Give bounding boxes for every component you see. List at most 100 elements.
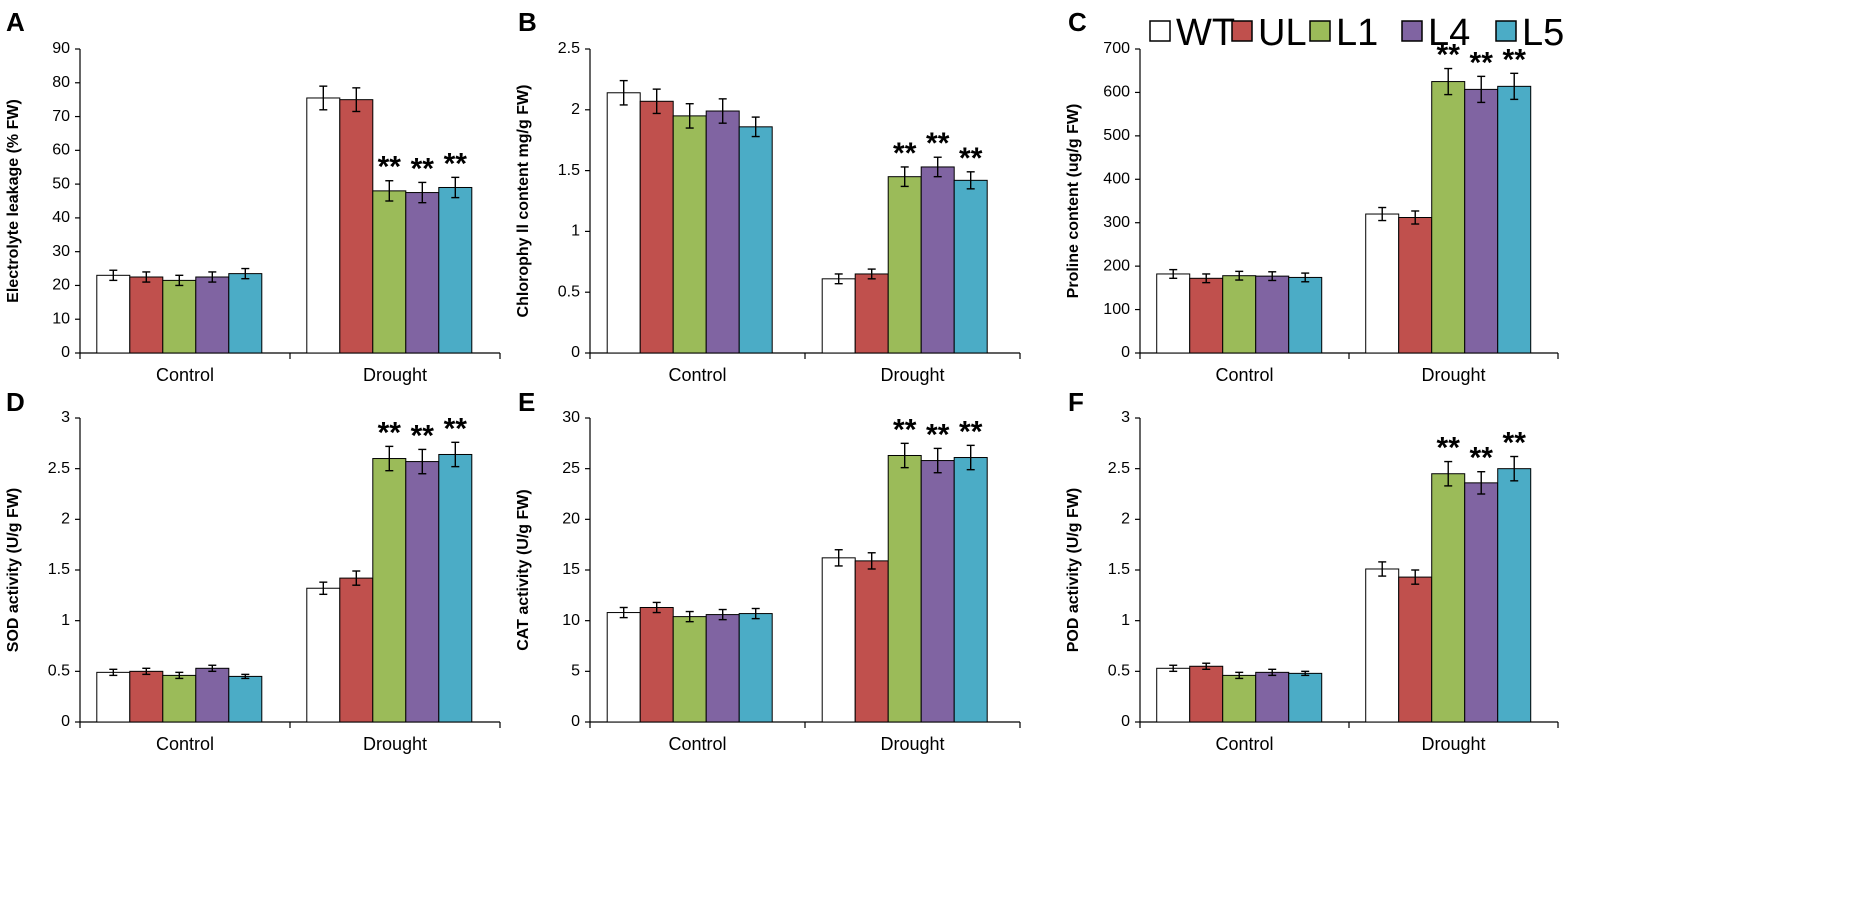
y-tick-label: 3 xyxy=(61,409,70,426)
bar-l4-drought xyxy=(1464,482,1499,723)
bar-l1-drought xyxy=(372,190,407,354)
y-tick-label: 60 xyxy=(52,142,70,159)
x-category-label: Drought xyxy=(880,734,944,754)
bar-l1-control xyxy=(672,616,707,723)
y-tick-label: 0.5 xyxy=(558,283,580,300)
significance-mark: ** xyxy=(411,419,435,452)
bar-wt-control xyxy=(96,274,131,354)
y-tick-label: 0 xyxy=(1121,344,1130,361)
bar-wt-control xyxy=(96,671,131,723)
legend-label-l4: L4 xyxy=(1428,12,1470,54)
bar-ul-control xyxy=(129,670,164,723)
bar-l5-control xyxy=(1288,672,1323,723)
y-tick-label: 20 xyxy=(52,277,70,294)
legend-swatch-l1 xyxy=(1309,20,1331,42)
y-tick-label: 500 xyxy=(1103,127,1130,144)
bar-l4-drought xyxy=(920,166,955,354)
chart-panel-c: C Proline content (ug/g FW) 0 100 200 300 400 5… xyxy=(1065,7,1559,385)
x-category-label: Drought xyxy=(363,734,427,754)
x-category-label: Control xyxy=(668,734,726,754)
significance-mark: ** xyxy=(926,418,950,451)
y-tick-label: 1 xyxy=(571,223,580,240)
bar-ul-drought xyxy=(1398,217,1433,354)
bar-ul-control xyxy=(639,100,674,354)
bar-l1-control xyxy=(162,279,197,354)
bar-l5-control xyxy=(228,675,263,723)
panel-letter: F xyxy=(1068,387,1084,417)
panel-letter: E xyxy=(518,387,535,417)
significance-mark: ** xyxy=(1437,432,1461,465)
y-tick-label: 10 xyxy=(52,310,70,327)
bar-wt-control xyxy=(606,612,641,723)
legend: WT UL L1 L4 L5 xyxy=(1149,12,1564,54)
y-tick-label: 100 xyxy=(1103,301,1130,318)
significance-mark: ** xyxy=(1470,442,1494,475)
y-axis-title: Proline content (ug/g FW) xyxy=(1065,104,1082,299)
significance-mark: ** xyxy=(1503,427,1527,460)
bar-l5-drought xyxy=(1497,85,1532,354)
bar-l1-drought xyxy=(887,454,922,723)
bar-l5-control xyxy=(738,126,773,354)
bar-l1-drought xyxy=(1431,473,1466,723)
x-category-label: Drought xyxy=(363,365,427,385)
bar-l1-control xyxy=(672,115,707,354)
y-tick-label: 1 xyxy=(1121,612,1130,629)
bar-l5-drought xyxy=(953,179,988,354)
legend-label-l1: L1 xyxy=(1336,12,1378,54)
significance-mark: ** xyxy=(1470,46,1494,79)
y-tick-label: 30 xyxy=(52,243,70,260)
bar-l1-control xyxy=(162,674,197,723)
y-tick-label: 15 xyxy=(562,561,580,578)
bar-ul-drought xyxy=(854,273,889,354)
legend-label-l5: L5 xyxy=(1522,12,1564,54)
bar-l4-control xyxy=(195,276,230,354)
legend-swatch-ul xyxy=(1231,20,1253,42)
y-tick-label: 700 xyxy=(1103,40,1130,57)
bar-l5-drought xyxy=(1497,468,1532,723)
significance-mark: ** xyxy=(959,142,983,175)
significance-mark: ** xyxy=(893,413,917,446)
y-tick-label: 10 xyxy=(562,612,580,629)
chart-panel-e: E CAT activity (U/g FW) 0 5 10 15 20 25 30 Contro… xyxy=(515,387,1021,754)
x-category-label: Drought xyxy=(880,365,944,385)
bar-l4-drought xyxy=(1464,88,1499,354)
bar-l5-drought xyxy=(438,186,473,354)
bar-l4-control xyxy=(1255,275,1290,354)
bar-l5-control xyxy=(228,273,263,354)
panel-letter: C xyxy=(1068,7,1087,37)
y-tick-label: 600 xyxy=(1103,84,1130,101)
y-tick-label: 1.5 xyxy=(48,561,70,578)
y-tick-label: 20 xyxy=(562,511,580,528)
legend-swatch-wt xyxy=(1149,20,1171,42)
y-tick-label: 0 xyxy=(61,713,70,730)
significance-mark: ** xyxy=(378,416,402,449)
bar-l5-drought xyxy=(953,457,988,723)
y-axis-title: SOD activity (U/g FW) xyxy=(5,488,22,652)
bar-wt-drought xyxy=(1365,213,1400,354)
panel-letter: B xyxy=(518,7,537,37)
bar-wt-drought xyxy=(821,557,856,723)
y-tick-label: 50 xyxy=(52,175,70,192)
y-tick-label: 0 xyxy=(571,713,580,730)
y-tick-label: 90 xyxy=(52,40,70,57)
bar-wt-drought xyxy=(306,97,341,354)
bar-l4-drought xyxy=(405,461,440,723)
legend-label-ul: UL xyxy=(1258,12,1307,54)
x-category-label: Control xyxy=(156,365,214,385)
legend-swatch-l5 xyxy=(1495,20,1517,42)
y-tick-label: 2.5 xyxy=(48,460,70,477)
y-tick-label: 200 xyxy=(1103,257,1130,274)
y-tick-label: 25 xyxy=(562,460,580,477)
bar-l4-control xyxy=(195,667,230,723)
bar-l5-control xyxy=(1288,276,1323,354)
bar-ul-drought xyxy=(339,99,374,354)
bar-l1-control xyxy=(1222,674,1257,723)
y-tick-label: 2.5 xyxy=(1108,460,1130,477)
y-tick-label: 0.5 xyxy=(1108,663,1130,680)
bar-l4-control xyxy=(1255,671,1290,723)
y-tick-label: 0.5 xyxy=(48,663,70,680)
y-axis-title: CAT activity (U/g FW) xyxy=(515,489,532,650)
bar-wt-control xyxy=(1156,273,1191,354)
